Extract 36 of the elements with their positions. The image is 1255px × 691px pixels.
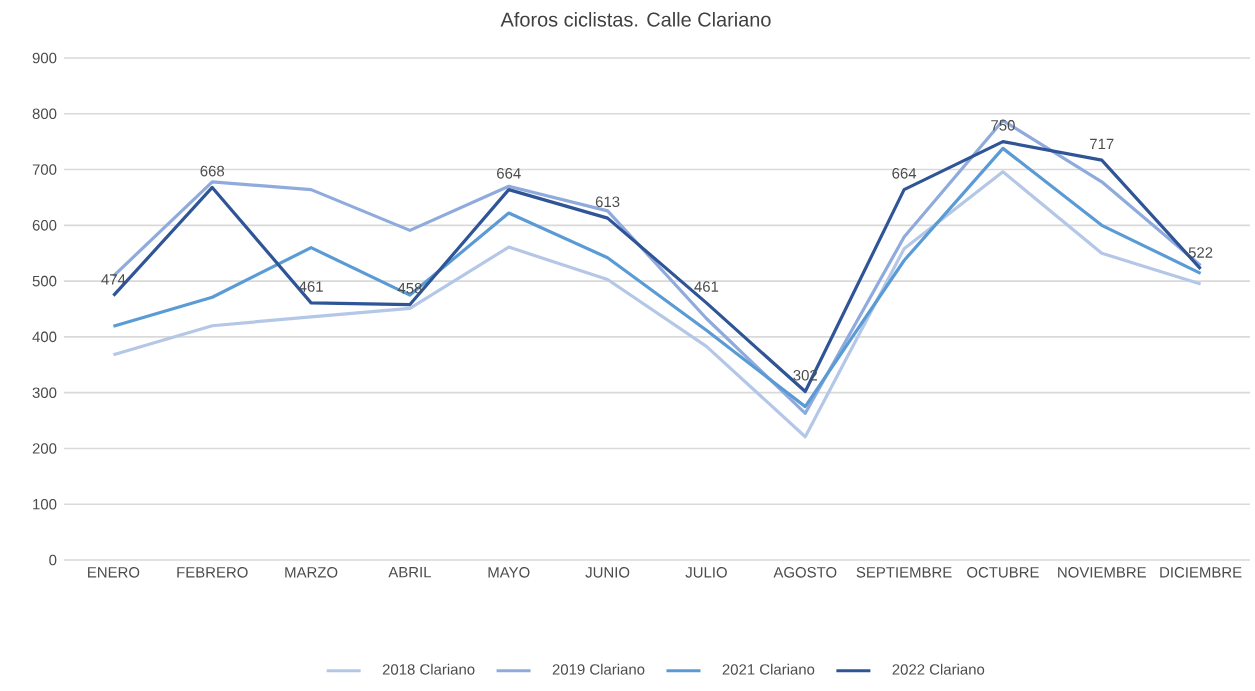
x-tick-label: MARZO (285, 567, 338, 578)
y-tick-label: 400 (32, 331, 57, 343)
y-tick-label: 600 (32, 220, 57, 231)
y-tick-label: 200 (32, 443, 57, 454)
y-tick-label: 900 (32, 52, 57, 64)
data-label: 461 (298, 281, 323, 292)
x-tick-label: FEBRERO (177, 567, 248, 578)
data-label: 474 (101, 274, 126, 285)
x-tick-label: JULIO (685, 567, 727, 578)
data-label: 668 (200, 165, 225, 177)
legend-label: 2021 Clariano (722, 663, 815, 675)
legend-label: 2018 Clariano (382, 663, 475, 675)
y-tick-label: 500 (32, 275, 57, 287)
x-tick-label: DICIEMBRE (1160, 567, 1242, 578)
x-tick-label: NOVIEMBRE (1058, 567, 1146, 578)
chart-title: Aforos ciclistas. Calle Clariano (500, 12, 771, 27)
x-tick-label: OCTUBRE (967, 567, 1039, 578)
legend-label: 2019 Clariano (552, 663, 645, 675)
y-tick-label: 300 (32, 387, 57, 398)
y-tick-label: 100 (33, 498, 57, 510)
x-tick-label: SEPTIEMBRE (856, 567, 952, 578)
y-tick-label: 700 (32, 164, 57, 175)
y-tick-label: 800 (32, 108, 57, 120)
x-tick-label: ENERO (88, 567, 140, 578)
data-label: 461 (694, 281, 719, 292)
x-tick-label: AGOSTO (773, 567, 837, 578)
data-label: 522 (1188, 247, 1213, 258)
y-tick-label: 0 (49, 554, 57, 566)
data-label: 664 (892, 168, 917, 179)
legend-label: 2022 Clariano (892, 663, 985, 675)
x-tick-label: MAYO (488, 567, 530, 578)
data-label: 664 (497, 168, 521, 179)
x-tick-label: JUNIO (585, 567, 630, 578)
x-tick-label: ABRIL (388, 567, 432, 578)
data-label: 613 (595, 196, 620, 208)
data-label: 717 (1090, 138, 1114, 150)
